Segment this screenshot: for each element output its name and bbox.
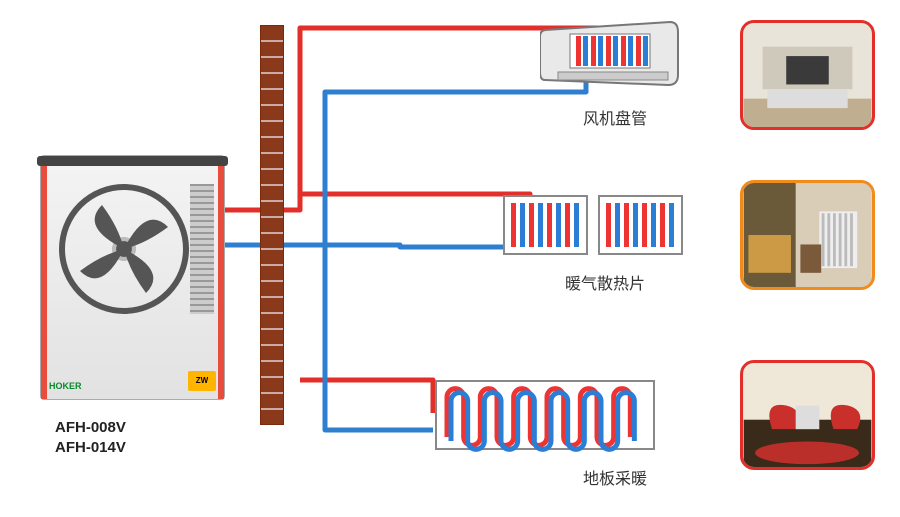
- radiator-1: [503, 195, 588, 255]
- photo-floor: [740, 360, 875, 470]
- vent-grille: [190, 184, 214, 314]
- photo-bedroom: [740, 180, 875, 290]
- floor-heating-coil: [435, 380, 655, 450]
- brick-wall: [260, 25, 284, 425]
- model-2: AFH-014V: [55, 438, 126, 458]
- fan-coil-unit: [540, 20, 680, 90]
- model-1: AFH-008V: [55, 418, 126, 438]
- photo-living: [740, 20, 875, 130]
- radiator-2: [598, 195, 683, 255]
- fan-icon: [59, 184, 189, 314]
- model-numbers: AFH-008V AFH-014V: [55, 418, 126, 457]
- unit-accent-left: [41, 166, 47, 399]
- diagram-stage: HOKER ZW AFH-008V AFH-014V 风机盘管 暖气散热片 地板…: [0, 0, 900, 517]
- heat-pump-unit: HOKER ZW: [40, 155, 225, 400]
- fan-coil-label: 风机盘管: [555, 105, 675, 129]
- floor-heating-label: 地板采暖: [555, 465, 675, 489]
- unit-accent-right: [218, 166, 224, 399]
- brand-label: HOKER: [49, 381, 82, 391]
- badge-icon: ZW: [188, 371, 216, 391]
- radiator-label: 暖气散热片: [545, 270, 665, 294]
